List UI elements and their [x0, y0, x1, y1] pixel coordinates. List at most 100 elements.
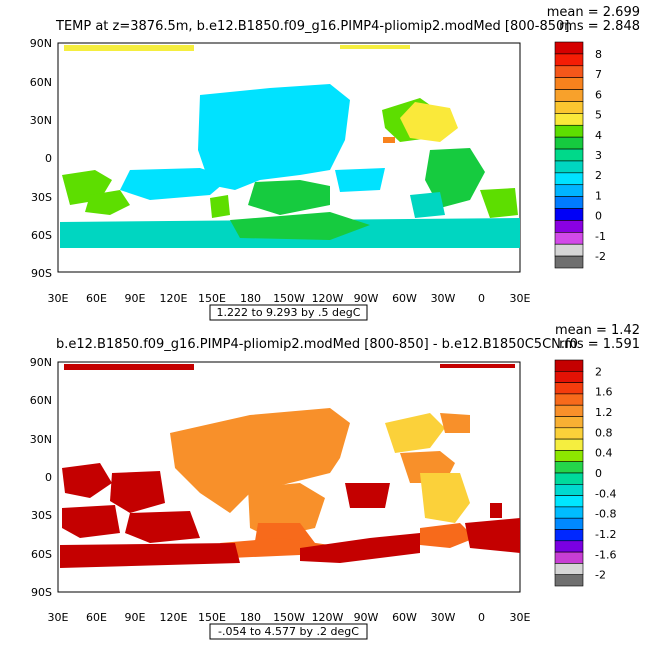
colorbar-swatch [554, 184, 584, 197]
colorbar-label: 5 [595, 109, 602, 122]
colorbar-swatch [554, 160, 584, 174]
colorbar-swatch [554, 148, 584, 162]
colorbar-swatch [554, 113, 584, 126]
panel2-colorbar: 2 1.6 1.2 0.8 0.4 0 -0.4 -0.8 -1.2 -1.6 -2 [554, 359, 616, 587]
lat-label: 90S [31, 267, 52, 280]
lon-label: 90W [354, 292, 379, 305]
panel2-title: b.e12.B1850.f09_g16.PIMP4-pliomip2.modMe… [56, 337, 578, 352]
colorbar-swatch [554, 382, 584, 395]
panel1-contour-info-box [209, 304, 368, 321]
colorbar-swatch [554, 529, 584, 542]
colorbar-label: -1.2 [595, 528, 616, 541]
colorbar-swatch [554, 438, 584, 451]
colorbar-swatch [554, 255, 584, 269]
panel2-lat-axis: 90N 60N 30N 0 30S 60S 90S [30, 356, 52, 599]
colorbar-label: 6 [595, 88, 602, 101]
lon-label: 150E [198, 611, 226, 624]
colorbar-swatch [554, 472, 584, 485]
lon-label: 60W [392, 611, 417, 624]
colorbar-swatch [554, 551, 584, 564]
lon-label: 180 [240, 292, 261, 305]
lon-label: 120E [160, 611, 188, 624]
panel1-colorbar: 8 7 6 5 4 3 2 1 0 -1 -2 [554, 41, 606, 269]
lat-label: 90N [30, 37, 52, 50]
colorbar-swatch [554, 495, 584, 508]
lon-label: 150E [198, 292, 226, 305]
lon-label: 30E [48, 292, 69, 305]
colorbar-swatch [554, 540, 584, 553]
colorbar-swatch [554, 404, 584, 417]
lat-label: 0 [45, 152, 52, 165]
colorbar-swatch [554, 53, 584, 67]
panel1-contour-info: 1.222 to 9.293 by .5 degC [217, 306, 361, 319]
lon-label: 180 [240, 611, 261, 624]
colorbar-swatch [554, 41, 584, 55]
colorbar-label: 7 [595, 68, 602, 81]
lon-label: 30E [48, 611, 69, 624]
colorbar-swatch [554, 450, 584, 463]
lat-label: 60S [31, 548, 52, 561]
colorbar-swatch [554, 484, 584, 496]
colorbar-swatch [554, 370, 584, 383]
colorbar-swatch [554, 461, 584, 474]
colorbar-swatch [554, 393, 584, 406]
colorbar-swatch [554, 124, 584, 138]
colorbar-label: -2 [595, 250, 606, 263]
colorbar-label: -1 [595, 230, 606, 243]
lon-label: 150W [273, 611, 305, 624]
colorbar-label: -0.4 [595, 487, 616, 500]
colorbar-label: 0 [595, 210, 602, 223]
lon-label: 120W [312, 611, 344, 624]
lon-label: 90E [125, 292, 146, 305]
colorbar-swatch [554, 517, 584, 530]
lon-label: 90W [354, 611, 379, 624]
colorbar-swatch [554, 172, 584, 186]
lat-label: 0 [45, 471, 52, 484]
colorbar-label: 2 [595, 169, 602, 182]
lon-label: 120W [312, 292, 344, 305]
colorbar-label: 4 [595, 129, 602, 142]
colorbar-swatch [554, 563, 584, 575]
colorbar-swatch [554, 232, 584, 245]
lon-label: 0 [478, 292, 485, 305]
lat-label: 30N [30, 433, 52, 446]
colorbar-swatch [554, 427, 584, 440]
colorbar-swatch [554, 574, 584, 587]
map-panel-temperature-difference: b.e12.B1850.f09_g16.PIMP4-pliomip2.modMe… [0, 323, 647, 646]
colorbar-swatch [554, 208, 584, 221]
colorbar-swatch [554, 65, 584, 78]
colorbar-label: 1.6 [595, 386, 613, 399]
panel2-contour-info-box [209, 623, 368, 640]
panel2-contour-info: -.054 to 4.577 by .2 degC [218, 625, 359, 638]
lat-label: 90N [30, 356, 52, 369]
colorbar-label: 0.4 [595, 447, 613, 460]
lat-label: 60N [30, 76, 52, 89]
lat-label: 90S [31, 586, 52, 599]
colorbar-swatch [554, 77, 584, 90]
lon-label: 0 [478, 611, 485, 624]
colorbar-swatch [554, 359, 584, 372]
colorbar-label: 0.8 [595, 426, 613, 439]
lon-label: 30E [510, 611, 531, 624]
lat-label: 60N [30, 394, 52, 407]
map-panel-temperature: TEMP at z=3876.5m, b.e12.B1850.f09_g16.P… [0, 0, 647, 323]
lon-label: 90E [125, 611, 146, 624]
colorbar-label: -0.8 [595, 508, 616, 521]
panel2-rms: rms = 1.591 [559, 337, 640, 352]
colorbar-label: 0 [595, 467, 602, 480]
lon-label: 30E [510, 292, 531, 305]
colorbar-label: 1 [595, 189, 602, 202]
panel1-rms: rms = 2.848 [559, 19, 640, 34]
panel1-lon-axis: 30E 60E 90E 120E 150E 180 150W 120W 90W … [48, 292, 531, 305]
lon-label: 60W [392, 292, 417, 305]
colorbar-swatch [554, 220, 584, 233]
colorbar-label: 8 [595, 48, 602, 61]
colorbar-label: 3 [595, 149, 602, 162]
lat-label: 30S [31, 509, 52, 522]
lon-label: 60E [86, 292, 107, 305]
panel1-ocean-fields [60, 45, 520, 248]
colorbar-swatch [554, 243, 584, 257]
panel1-title: TEMP at z=3876.5m, b.e12.B1850.f09_g16.P… [55, 19, 569, 34]
colorbar-swatch [554, 101, 584, 114]
colorbar-swatch [554, 136, 584, 150]
